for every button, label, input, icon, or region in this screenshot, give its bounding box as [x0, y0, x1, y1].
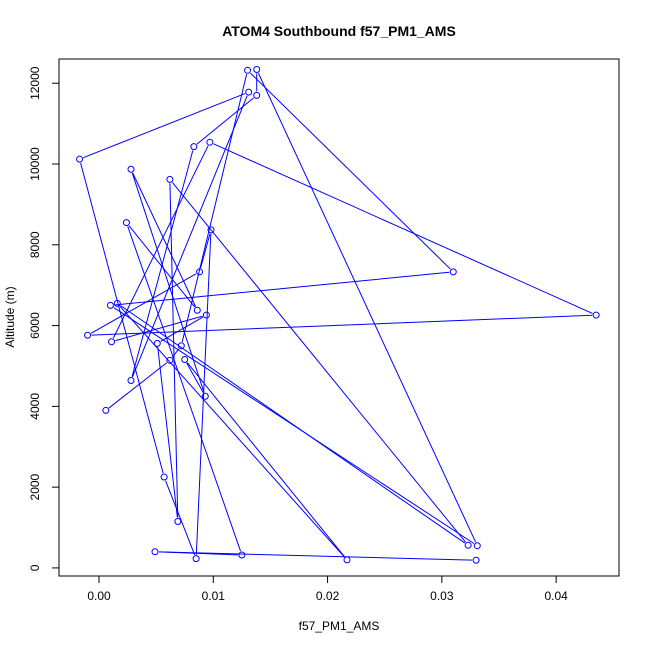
series-segment: [83, 93, 246, 159]
series-segment: [250, 72, 451, 270]
series-segment: [257, 72, 477, 543]
series-segment: [132, 95, 248, 377]
data-point: [151, 548, 159, 556]
x-tick-label: 0.00: [87, 589, 111, 603]
series-segment: [90, 273, 197, 334]
series-segment: [186, 362, 204, 394]
data-point: [464, 541, 472, 549]
x-axis-label: f57_PM1_AMS: [299, 619, 380, 633]
x-tick-label: 0.03: [430, 589, 454, 603]
y-tick-label: 2000: [28, 473, 42, 500]
series-segment: [186, 362, 345, 558]
series-segment: [171, 182, 467, 543]
data-point: [84, 331, 92, 339]
y-tick-label: 0: [28, 564, 42, 571]
y-tick-label: 12000: [28, 66, 42, 100]
data-point: [108, 338, 116, 346]
series-segment: [181, 74, 248, 343]
series-segment: [114, 271, 450, 306]
data-point: [473, 542, 481, 550]
data-point: [166, 175, 174, 183]
series-segment: [91, 314, 593, 336]
series-segment: [200, 233, 211, 269]
data-point: [127, 165, 135, 173]
y-axis: 0 2000 4000 6000 8000 10000 12000: [28, 66, 60, 571]
data-point: [76, 155, 84, 163]
data-point: [181, 356, 189, 364]
data-point: [238, 551, 246, 559]
data-point: [106, 301, 114, 309]
data-point: [207, 226, 215, 234]
data-point: [253, 91, 261, 99]
series-segment: [131, 150, 194, 377]
data-point: [166, 356, 174, 364]
series-segment: [196, 97, 254, 145]
data-point: [102, 406, 110, 414]
data-point: [190, 143, 198, 151]
data-point: [196, 268, 204, 276]
data-point: [127, 377, 135, 385]
data-point: [206, 138, 214, 146]
series-segment: [127, 226, 242, 552]
series-segment: [157, 347, 178, 518]
x-tick-label: 0.01: [202, 589, 226, 603]
y-axis-label: Altitude (m): [3, 286, 17, 347]
x-tick-label: 0.02: [316, 589, 340, 603]
data-point: [122, 219, 130, 227]
plot-area: [76, 66, 600, 564]
chart-title: ATOM4 Southbound f57_PM1_AMS: [222, 23, 456, 39]
series-segment: [158, 551, 238, 556]
series-segment: [112, 145, 209, 339]
data-point: [244, 66, 252, 74]
series-segment: [171, 348, 180, 358]
data-point: [253, 66, 261, 74]
data-point: [202, 311, 210, 319]
series-segment: [213, 143, 593, 314]
series-segment: [119, 306, 345, 558]
series-segment: [165, 480, 196, 556]
data-point: [472, 556, 480, 564]
series-segment: [80, 162, 164, 474]
data-point: [245, 88, 253, 96]
data-point: [193, 306, 201, 314]
series-segment: [131, 172, 205, 393]
data-point: [153, 339, 161, 347]
series-segment: [160, 316, 204, 342]
y-tick-label: 4000: [28, 393, 42, 420]
data-point: [449, 268, 457, 276]
x-tick-label: 0.04: [544, 589, 568, 603]
series-segment: [113, 307, 475, 544]
data-point: [113, 299, 121, 307]
y-tick-label: 6000: [28, 312, 42, 339]
data-point: [174, 517, 182, 525]
data-point: [177, 342, 185, 350]
y-tick-label: 10000: [28, 147, 42, 181]
data-point: [160, 473, 168, 481]
x-axis: 0.00 0.01 0.02 0.03 0.04: [87, 575, 568, 603]
data-point: [201, 392, 209, 400]
data-point: [592, 311, 600, 319]
series-segment: [108, 362, 168, 409]
data-point: [192, 555, 200, 563]
y-tick-label: 8000: [28, 231, 42, 258]
series-segment: [132, 172, 197, 307]
series-segment: [169, 183, 179, 518]
series-segment: [158, 551, 473, 561]
series-segment: [115, 315, 203, 342]
data-point: [343, 556, 351, 564]
